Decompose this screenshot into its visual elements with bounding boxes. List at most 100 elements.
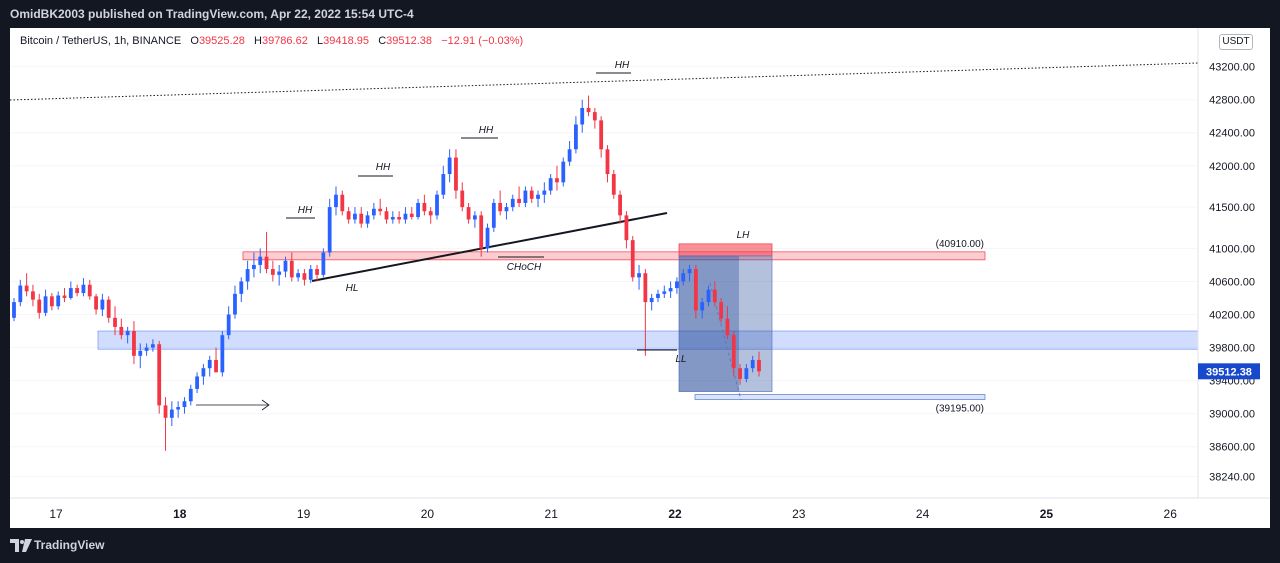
candle-body	[618, 194, 622, 216]
symbol-label: Bitcoin / TetherUS, 1h, BINANCE	[20, 35, 182, 47]
annotation-hh: HH	[479, 125, 494, 136]
candle-body	[151, 344, 155, 348]
demand-zone	[97, 330, 1199, 350]
candle-body	[169, 409, 174, 418]
candle-body	[270, 269, 275, 275]
candle-body	[567, 149, 572, 162]
candle-body	[359, 213, 364, 224]
candle-body	[706, 289, 711, 303]
close-key: C	[378, 35, 387, 47]
candle-body	[599, 120, 604, 150]
currency-badge[interactable]: USDT	[1219, 34, 1253, 50]
time-axis: 17 18 19 20 21 22 23 24 25 26	[10, 497, 1270, 521]
candle-body	[681, 273, 686, 282]
candle-body	[409, 213, 414, 218]
candle-body	[68, 288, 73, 298]
open-key: O	[190, 35, 199, 47]
candle-body	[416, 202, 420, 218]
candle-body	[662, 291, 667, 294]
candle-body	[668, 288, 673, 292]
candle-body	[296, 273, 301, 278]
high-key: H	[254, 35, 262, 47]
candle-body	[536, 194, 540, 199]
candle-body	[397, 217, 402, 220]
time-tick-label: 20	[421, 507, 435, 521]
last-price-label: 39512.38	[1206, 366, 1252, 378]
candle-body	[353, 213, 357, 220]
zones: (40910.00) (39195.00)	[97, 239, 1199, 415]
candle-body	[466, 207, 471, 220]
candle-body	[258, 256, 263, 265]
candle-body	[510, 198, 515, 208]
grid	[10, 66, 1198, 477]
tradingview-logo-icon	[10, 539, 32, 552]
candle-body	[447, 157, 452, 175]
price-tick-label: 42800.00	[1209, 95, 1255, 107]
candle-body	[94, 296, 98, 310]
annotation-hl: HL	[346, 283, 359, 294]
candle-body	[245, 269, 250, 282]
candle-body	[62, 295, 67, 298]
chart-panel[interactable]: (40910.00) (39195.00) HH HH HH HH HL CHoCH LH LL…	[10, 28, 1270, 528]
price-tick-label: 41500.00	[1209, 202, 1255, 214]
candle-body	[542, 190, 547, 195]
candle-body	[308, 269, 313, 280]
candle-body	[479, 215, 484, 249]
candle-body	[113, 317, 117, 327]
candle-body	[371, 208, 376, 216]
candle-body	[441, 174, 446, 195]
high-value: 39786.62	[261, 35, 308, 47]
time-tick-label: 23	[792, 507, 806, 521]
ohlc-legend: Bitcoin / TetherUS, 1h, BINANCE O39525.2…	[20, 35, 523, 47]
candle-body	[24, 285, 29, 292]
candle-body	[605, 149, 610, 175]
annotation-labels: HH HH HH HH HL CHoCH LH LL	[286, 60, 750, 365]
candle-body	[163, 405, 168, 418]
candle-body	[649, 297, 654, 303]
candle-body	[315, 269, 319, 275]
price-tick-label: 38240.00	[1209, 471, 1255, 483]
candle-body	[327, 207, 332, 253]
candle-body	[378, 208, 383, 212]
candle-body	[523, 190, 528, 203]
price-tick-label: 42000.00	[1209, 161, 1255, 173]
candle-body	[87, 284, 92, 297]
candle-body	[731, 335, 736, 369]
candle-body	[485, 227, 490, 249]
candle-body	[37, 299, 42, 313]
price-tick-label: 40600.00	[1209, 276, 1255, 288]
candle-body	[43, 296, 48, 313]
candle-body	[188, 388, 193, 402]
level-label-low: (39195.00)	[936, 404, 984, 415]
level-label-high: (40910.00)	[936, 239, 984, 250]
candle-body	[725, 318, 730, 336]
candle-body	[555, 178, 559, 183]
tradingview-brand: TradingView	[34, 538, 105, 552]
candles	[12, 95, 761, 451]
candle-body	[220, 335, 225, 373]
candle-body	[125, 331, 130, 336]
price-tick-label: 43200.00	[1209, 62, 1255, 74]
candle-body	[289, 260, 294, 278]
candle-body	[687, 269, 692, 274]
candle-body	[226, 314, 231, 336]
price-tick-label: 42400.00	[1209, 128, 1255, 140]
price-chart[interactable]: (40910.00)(39195.00) HHHHHHHHHLCHoCHLHLL…	[10, 28, 1270, 528]
candle-body	[132, 331, 136, 356]
candle-body	[12, 302, 16, 318]
candle-body	[182, 401, 187, 408]
time-tick-label: 25	[1040, 507, 1054, 521]
candle-body	[403, 213, 408, 220]
candle-body	[529, 190, 534, 199]
candle-body	[428, 211, 433, 216]
price-tick-label: 41000.00	[1209, 243, 1255, 255]
candle-body	[176, 407, 181, 410]
candle-body	[346, 211, 351, 220]
candle-body	[119, 326, 124, 336]
annotation-lh: LH	[737, 230, 751, 241]
target-zone	[694, 394, 986, 400]
price-axis: 43200.00 42800.00 42400.00 42000.00 41500.00…	[1197, 28, 1260, 498]
channel-dotted-line	[10, 62, 1199, 101]
candle-body	[580, 107, 585, 125]
